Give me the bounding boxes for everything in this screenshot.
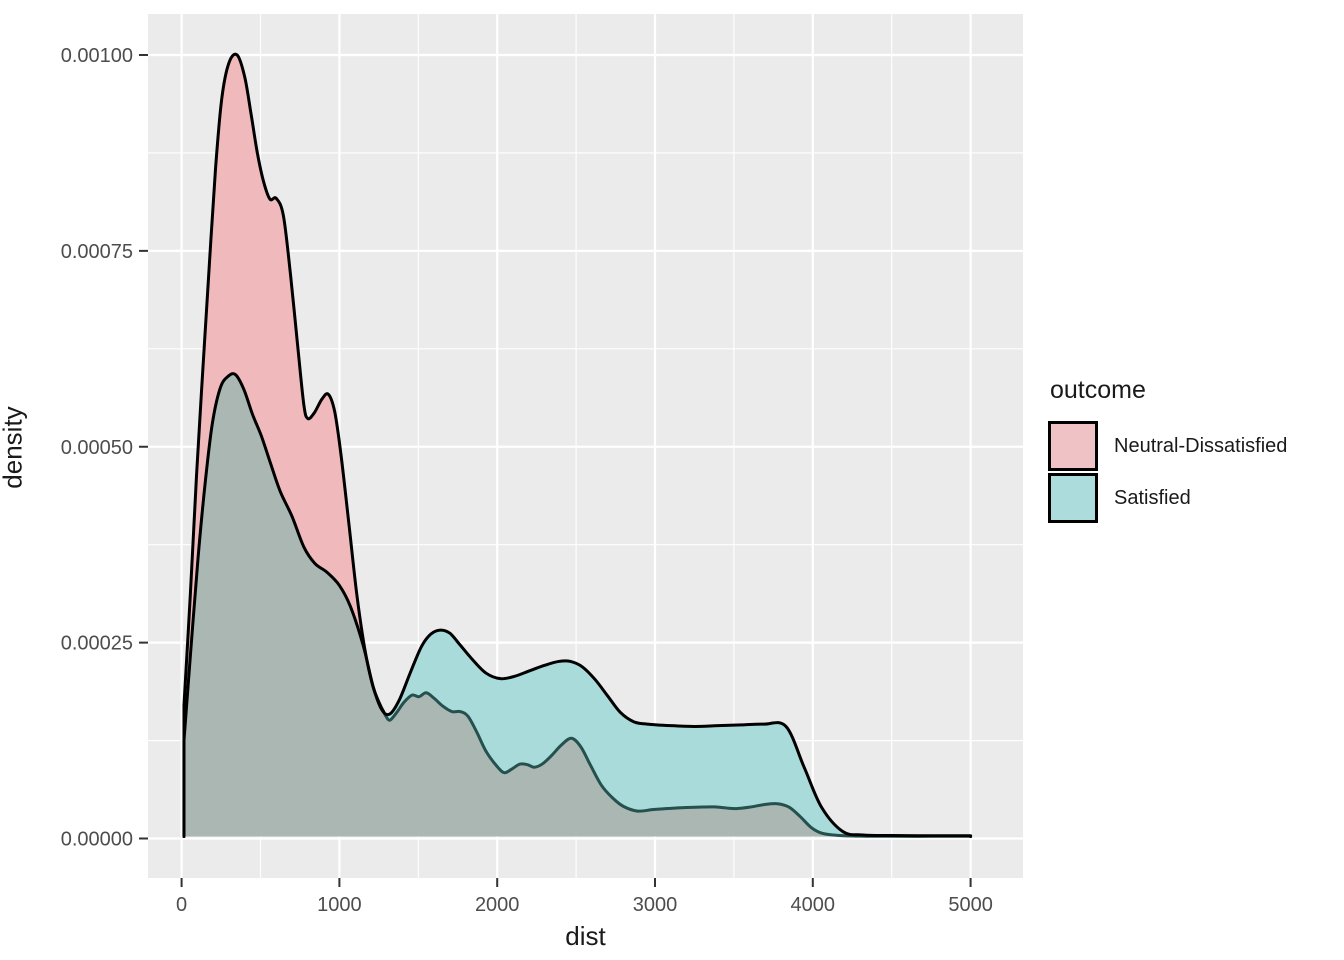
density-curve-neutral-dissatisfied [182,52,386,838]
legend-key-satisfied [1048,473,1098,523]
legend-title: outcome [1050,376,1146,404]
x-tick-label: 3000 [633,894,678,916]
legend-label-satisfied: Satisfied [1114,486,1191,509]
y-tick-label: 0.00000 [61,829,133,851]
legend-key-neutral-dissatisfied [1048,421,1098,471]
legend-entry-satisfied: Satisfied [1048,473,1287,523]
x-tick-label: 0 [176,894,187,916]
density-overlap-area [183,373,971,837]
x-tick-label: 5000 [948,894,993,916]
x-tick-label: 4000 [791,894,836,916]
legend-label-neutral-dissatisfied: Neutral-Dissatisfied [1114,434,1288,457]
y-axis-title: density [0,406,28,489]
y-tick-label: 0.00025 [61,633,133,655]
x-tick-label: 1000 [317,894,362,916]
x-axis-title: dist [565,921,606,951]
legend: outcome Neutral-Dissatisfied Satisfied [1048,376,1287,525]
density-curve-satisfied [182,372,973,838]
density-overlap-group [183,373,971,837]
x-tick-label: 2000 [475,894,520,916]
legend-entry-neutral-dissatisfied: Neutral-Dissatisfied [1048,421,1287,471]
y-tick-label: 0.00075 [61,241,133,263]
y-tick-label: 0.00100 [61,45,133,67]
y-tick-label: 0.00050 [61,437,133,459]
density-curve-neutral-dissatisfied-under [382,691,973,838]
